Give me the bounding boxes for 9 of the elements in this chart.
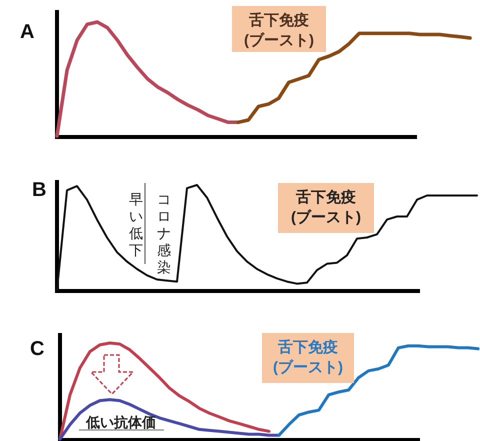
annotation: 低い抗体価 [85,414,156,430]
chart-title: A [20,21,34,43]
chart-title: C [30,338,44,360]
annotation: 早い低下 [129,191,143,258]
annotation: 舌下免疫 (ブースト) [273,339,343,376]
annotation: 舌下免疫 (ブースト) [291,189,361,226]
annotation: 舌下免疫 (ブースト) [244,12,314,49]
chart-title: B [32,179,46,201]
annotation: コロナ感染 [157,191,171,275]
